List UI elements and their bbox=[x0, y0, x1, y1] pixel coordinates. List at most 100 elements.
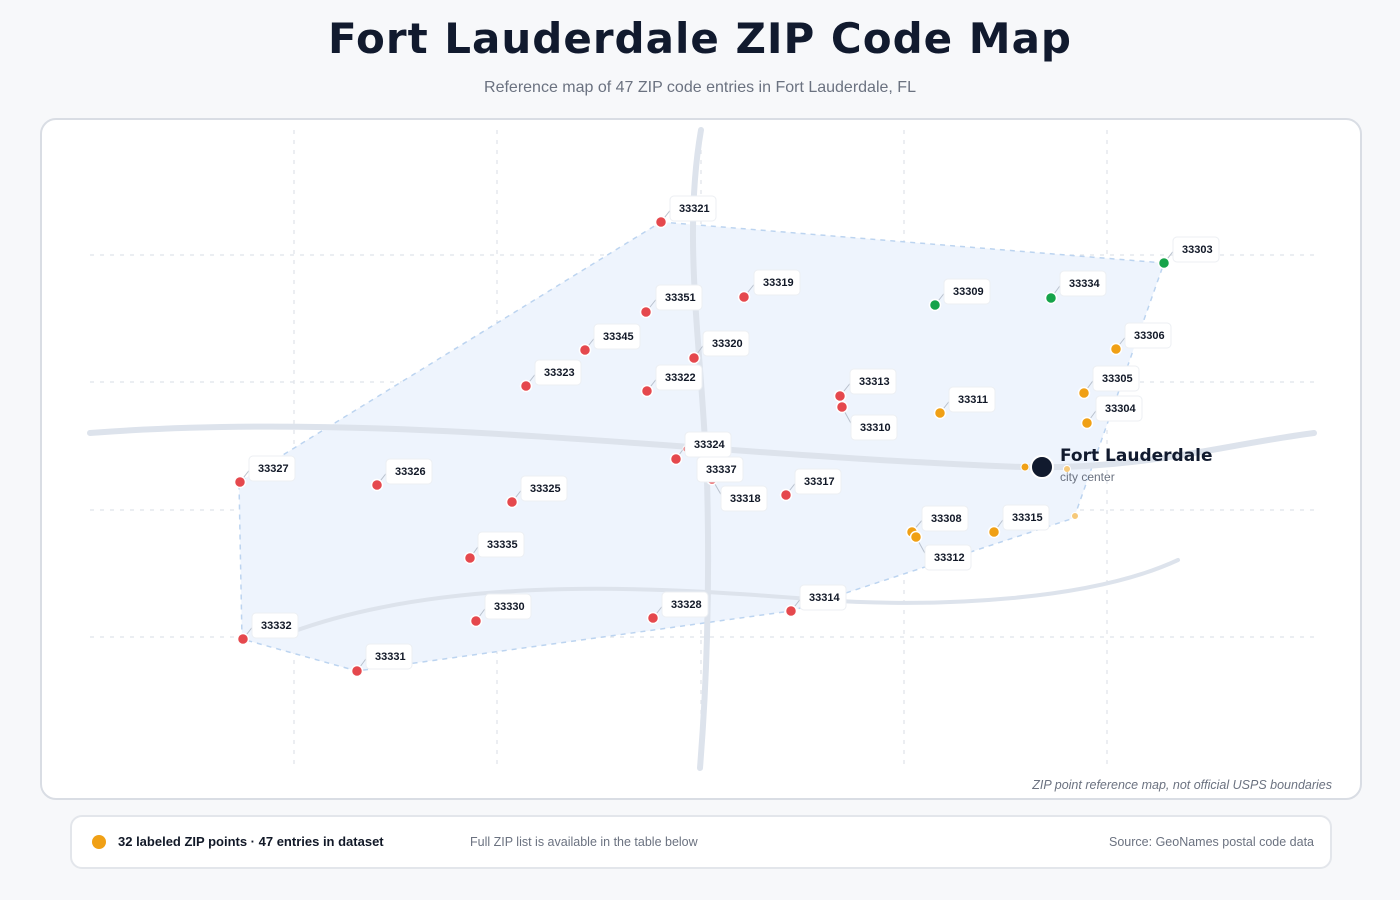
zip-marker-33330[interactable] bbox=[469, 614, 483, 628]
legend-marker-icon bbox=[92, 835, 106, 849]
zip-label-33337[interactable]: 33337 bbox=[696, 456, 744, 483]
zip-label-33308[interactable]: 33308 bbox=[921, 505, 969, 532]
zip-labels: 33321 33303 33319 33351 33309 33334 33345 33320… bbox=[248, 195, 1220, 670]
zip-label-33305[interactable]: 33305 bbox=[1092, 365, 1140, 392]
zip-label-33345[interactable]: 33345 bbox=[593, 323, 641, 350]
zip-marker-33310[interactable] bbox=[835, 400, 849, 414]
zip-label-box bbox=[248, 455, 296, 482]
zip-marker-33320[interactable] bbox=[687, 351, 701, 365]
zip-marker-33351[interactable] bbox=[639, 305, 653, 319]
zip-label-33312[interactable]: 33312 bbox=[924, 544, 972, 571]
zip-label-33325[interactable]: 33325 bbox=[520, 475, 568, 502]
zip-label-box bbox=[794, 468, 842, 495]
legend-summary: 32 labeled ZIP points · 47 entries in da… bbox=[118, 834, 384, 849]
zip-label-box bbox=[477, 531, 525, 558]
zip-label-33324[interactable]: 33324 bbox=[684, 431, 732, 458]
zip-label-33315[interactable]: 33315 bbox=[1002, 504, 1050, 531]
legend-note: Full ZIP list is available in the table … bbox=[470, 835, 698, 849]
zip-label-33306[interactable]: 33306 bbox=[1124, 322, 1172, 349]
zip-label-text: 33317 bbox=[804, 476, 835, 488]
zip-label-text: 33332 bbox=[261, 620, 292, 632]
zip-label-33304[interactable]: 33304 bbox=[1095, 395, 1143, 422]
zip-map[interactable]: 33321 33303 33319 33351 33309 33334 33345 33320… bbox=[42, 120, 1360, 798]
zip-label-33328[interactable]: 33328 bbox=[661, 591, 709, 618]
zip-label-33334[interactable]: 33334 bbox=[1059, 270, 1107, 297]
zip-label-33323[interactable]: 33323 bbox=[534, 359, 582, 386]
zip-label-33326[interactable]: 33326 bbox=[385, 458, 433, 485]
zip-label-box bbox=[799, 584, 847, 611]
zip-marker-33327[interactable] bbox=[233, 475, 247, 489]
zip-marker-33326[interactable] bbox=[370, 478, 384, 492]
zip-label-text: 33330 bbox=[494, 601, 525, 613]
zip-label-text: 33312 bbox=[934, 552, 965, 564]
zip-marker-33317[interactable] bbox=[779, 488, 793, 502]
zip-label-33313[interactable]: 33313 bbox=[849, 368, 897, 395]
zip-marker-33332[interactable] bbox=[236, 632, 250, 646]
city-center-marker[interactable]: Fort Lauderdale city center bbox=[1030, 446, 1213, 484]
zip-marker-33325[interactable] bbox=[505, 495, 519, 509]
zip-marker-33335[interactable] bbox=[463, 551, 477, 565]
zip-label-33314[interactable]: 33314 bbox=[799, 584, 847, 611]
zip-marker-33312[interactable] bbox=[909, 530, 923, 544]
zip-marker-33328[interactable] bbox=[646, 611, 660, 625]
zip-marker-33314[interactable] bbox=[784, 604, 798, 618]
zip-marker-33304[interactable] bbox=[1080, 416, 1094, 430]
zip-label-text: 33313 bbox=[859, 376, 890, 388]
zip-label-33327[interactable]: 33327 bbox=[248, 455, 296, 482]
map-panel[interactable]: 33321 33303 33319 33351 33309 33334 33345 33320… bbox=[40, 118, 1362, 800]
minor-zip-marker[interactable] bbox=[1020, 462, 1030, 472]
zip-label-33317[interactable]: 33317 bbox=[794, 468, 842, 495]
city-sublabel: city center bbox=[1060, 470, 1115, 484]
zip-marker-33305[interactable] bbox=[1077, 386, 1091, 400]
zip-marker-33311[interactable] bbox=[933, 406, 947, 420]
city-center-dot[interactable] bbox=[1030, 455, 1054, 479]
zip-label-text: 33303 bbox=[1182, 244, 1213, 256]
zip-label-text: 33318 bbox=[730, 493, 761, 505]
zip-marker-33331[interactable] bbox=[350, 664, 364, 678]
zip-label-text: 33323 bbox=[544, 367, 575, 379]
zip-label-33319[interactable]: 33319 bbox=[753, 269, 801, 296]
zip-marker-33313[interactable] bbox=[833, 389, 847, 403]
zip-label-box bbox=[661, 591, 709, 618]
zip-label-33320[interactable]: 33320 bbox=[702, 330, 750, 357]
zip-label-33321[interactable]: 33321 bbox=[669, 195, 717, 222]
zip-label-33318[interactable]: 33318 bbox=[720, 485, 768, 512]
zip-marker-33306[interactable] bbox=[1109, 342, 1123, 356]
zip-label-text: 33327 bbox=[258, 463, 289, 475]
zip-label-33310[interactable]: 33310 bbox=[850, 414, 898, 441]
zip-label-box bbox=[593, 323, 641, 350]
zip-label-text: 33325 bbox=[530, 483, 561, 495]
zip-label-text: 33326 bbox=[395, 466, 426, 478]
city-name: Fort Lauderdale bbox=[1060, 446, 1213, 466]
minor-zip-marker[interactable] bbox=[1071, 512, 1079, 520]
zip-label-33335[interactable]: 33335 bbox=[477, 531, 525, 558]
zip-label-box bbox=[655, 364, 703, 391]
zip-label-33351[interactable]: 33351 bbox=[655, 284, 703, 311]
zip-marker-33324[interactable] bbox=[669, 452, 683, 466]
zip-label-box bbox=[669, 195, 717, 222]
zip-marker-33334[interactable] bbox=[1044, 291, 1058, 305]
zip-label-33303[interactable]: 33303 bbox=[1172, 236, 1220, 263]
zip-marker-33315[interactable] bbox=[987, 525, 1001, 539]
zip-label-box bbox=[1092, 365, 1140, 392]
zip-marker-33303[interactable] bbox=[1157, 256, 1171, 270]
page-subtitle: Reference map of 47 ZIP code entries in … bbox=[484, 79, 916, 96]
zip-label-text: 33319 bbox=[763, 277, 794, 289]
zip-label-text: 33320 bbox=[712, 338, 743, 350]
zip-marker-33322[interactable] bbox=[640, 384, 654, 398]
zip-marker-33321[interactable] bbox=[654, 215, 668, 229]
zip-label-33331[interactable]: 33331 bbox=[365, 643, 413, 670]
minor-zip-marker[interactable] bbox=[1063, 465, 1071, 473]
page-title: Fort Lauderdale ZIP Code Map bbox=[328, 14, 1072, 63]
zip-label-33322[interactable]: 33322 bbox=[655, 364, 703, 391]
zip-label-33309[interactable]: 33309 bbox=[943, 278, 991, 305]
zip-label-33311[interactable]: 33311 bbox=[948, 386, 996, 413]
zip-marker-33323[interactable] bbox=[519, 379, 533, 393]
zip-label-text: 33306 bbox=[1134, 330, 1165, 342]
zip-label-33330[interactable]: 33330 bbox=[484, 593, 532, 620]
zip-marker-33309[interactable] bbox=[928, 298, 942, 312]
zip-marker-33319[interactable] bbox=[737, 290, 751, 304]
zip-label-box bbox=[484, 593, 532, 620]
zip-label-33332[interactable]: 33332 bbox=[251, 612, 299, 639]
zip-marker-33345[interactable] bbox=[578, 343, 592, 357]
